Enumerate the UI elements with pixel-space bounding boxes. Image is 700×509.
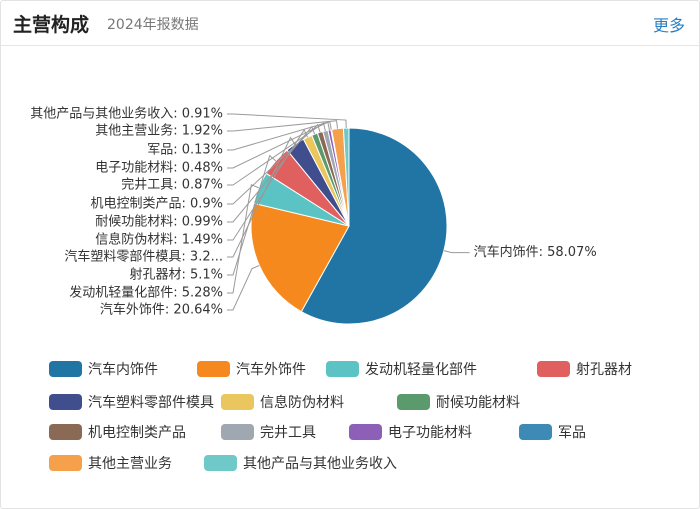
slice-label: 其他主营业务: 1.92% [95,123,223,139]
legend-item[interactable]: 军品 [519,422,586,442]
legend-label: 汽车内饰件 [88,362,158,378]
pie-chart: 汽车内饰件: 58.07% 汽车外饰件: 20.64%发动机轻量化部件: 5.28… [30,106,597,325]
legend-swatch [197,361,230,377]
legend-label: 汽车塑料零部件模具 [88,395,214,411]
legend-label: 发动机轻量化部件 [365,362,477,378]
slice-label: 电子功能材料: 0.48% [95,161,223,176]
slice-label: 其他产品与其他业务收入: 0.91% [30,106,223,122]
leader-line [227,123,321,205]
legend-swatch [397,394,430,410]
legend-item[interactable]: 汽车外饰件 [197,359,306,379]
legend-label: 射孔器材 [576,362,632,378]
legend-item[interactable]: 汽车内饰件 [49,359,158,379]
legend-label: 耐候功能材料 [436,395,520,411]
card-title: 主营构成 [13,14,90,36]
slice-label: 耐候功能材料: 0.99% [95,215,223,230]
slice-label: 射孔器材: 5.1% [129,267,223,283]
legend-swatch [221,394,254,410]
more-link[interactable]: 更多 [652,16,685,35]
legend-swatch [204,455,237,471]
legend-item[interactable]: 其他产品与其他业务收入 [204,453,397,473]
pie-slices [250,127,448,325]
legend-label: 其他产品与其他业务收入 [243,456,397,472]
card-header: 主营构成 2024年报数据 更多 [1,1,699,46]
leader-line [227,122,326,186]
slice-label: 汽车外饰件: 20.64% [100,302,223,318]
legend-item[interactable]: 汽车塑料零部件模具 [49,392,214,412]
legend-label: 机电控制类产品 [88,425,186,441]
slice-label: 汽车内饰件: 58.07% [474,244,597,260]
leader-line [227,113,347,129]
leader-line [227,265,260,311]
legend-item[interactable]: 射孔器材 [537,359,632,379]
slice-label: 机电控制类产品: 0.9% [90,197,223,212]
legend-item[interactable]: 信息防伪材料 [221,392,344,412]
leader-line [227,121,330,169]
legend-swatch [49,424,82,440]
pie-slice-labels: 汽车内饰件: 58.07% 汽车外饰件: 20.64%发动机轻量化部件: 5.28… [30,106,597,318]
legend-item[interactable]: 机电控制类产品 [49,422,186,442]
slice-label: 信息防伪材料: 1.49% [95,232,223,248]
card-subtitle: 2024年报数据 [107,17,199,33]
slice-label: 汽车塑料零部件模具: 3.2... [64,249,223,265]
legend-swatch [537,361,570,377]
legend-label: 军品 [558,425,586,441]
legend-swatch [326,361,359,377]
leader-line [227,136,296,258]
legend-item[interactable]: 完井工具 [221,422,316,442]
legend-label: 电子功能材料 [388,425,472,441]
leader-line [443,250,470,254]
legend-swatch [49,455,82,471]
legend-label: 汽车外饰件 [236,362,306,378]
legend-label: 其他主营业务 [88,456,172,472]
legend-swatch [349,424,382,440]
legend-swatch [49,361,82,377]
legend-item[interactable]: 其他主营业务 [49,453,172,473]
legend-swatch [519,424,552,440]
slice-label: 完井工具: 0.87% [121,178,223,193]
pie-leader-lines [227,113,470,311]
slice-label: 发动机轻量化部件: 5.28% [69,285,223,301]
leader-line [227,120,339,132]
legend-item[interactable]: 电子功能材料 [349,422,472,442]
legend-swatch [49,394,82,410]
legend-item[interactable]: 耐候功能材料 [397,392,520,412]
legend-label: 信息防伪材料 [260,395,344,411]
legend-swatch [221,424,254,440]
leader-line [227,121,332,151]
slice-label: 军品: 0.13% [147,143,223,158]
legend-label: 完井工具 [260,425,316,441]
legend-item[interactable]: 发动机轻量化部件 [326,359,477,379]
